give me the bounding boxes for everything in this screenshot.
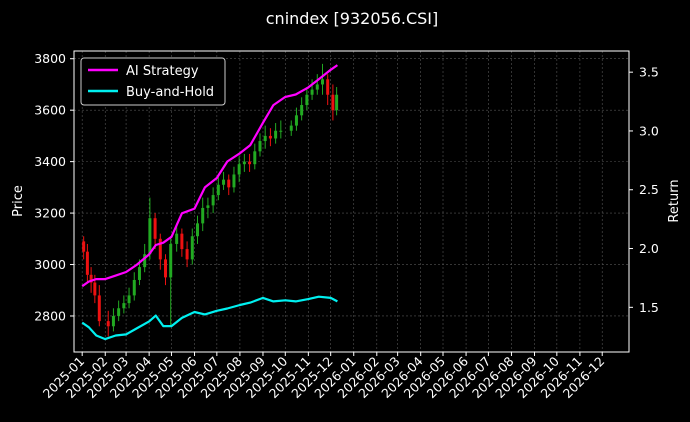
candle-body [263, 135, 267, 142]
candle-body [232, 174, 236, 188]
candle-body [85, 251, 89, 275]
candle-body [122, 303, 126, 309]
chart-title: cnindex [932056.CSI] [266, 9, 439, 28]
candle-body [310, 89, 314, 95]
candle-body [148, 218, 152, 255]
candle-body [164, 259, 168, 278]
candle-body [175, 233, 179, 244]
candle-body [106, 321, 110, 327]
y-right-tick-label: 2.0 [639, 241, 659, 256]
candle-body [315, 84, 319, 90]
ai-strategy-line [81, 64, 339, 288]
candle-body [320, 79, 324, 85]
y-left-tick-label: 2800 [34, 308, 66, 323]
y-axis-right: 1.5 2.0 2.5 3.0 3.5 [629, 65, 659, 315]
candle-body [253, 151, 257, 165]
candle-body [222, 179, 226, 185]
candle-body [335, 94, 339, 111]
candle-body [82, 241, 86, 252]
candle-body [127, 295, 131, 304]
legend-label-ai-strategy: AI Strategy [126, 64, 199, 79]
candle-body [132, 279, 136, 296]
candle-body [137, 267, 141, 280]
y-left-tick-label: 3800 [34, 51, 66, 66]
candle-body [190, 236, 194, 260]
candle-body [158, 238, 162, 260]
candle-body [258, 141, 262, 152]
buy-and-hold-line [81, 295, 338, 341]
plot-frame [73, 50, 630, 353]
candle-body [143, 254, 147, 268]
candle-body [93, 282, 97, 296]
y-right-tick-label: 3.5 [639, 65, 659, 80]
candle-body [268, 135, 272, 139]
candle-body [111, 315, 115, 327]
candle-body [180, 233, 184, 250]
legend-label-buy-and-hold: Buy-and-Hold [126, 85, 214, 100]
y-left-tick-label: 3400 [34, 154, 66, 169]
y-axis-left-label: Price [11, 185, 26, 217]
candle-body [195, 223, 199, 237]
candle-body [294, 115, 298, 126]
candle-body [216, 184, 220, 196]
y-left-tick-label: 3600 [34, 103, 66, 118]
y-right-tick-label: 3.0 [639, 123, 659, 138]
y-axis-left: 2800 3000 3200 3400 3600 3800 [34, 51, 74, 323]
candle-body [248, 161, 252, 165]
candle-body [227, 179, 231, 188]
candle-body [300, 105, 304, 116]
legend: AI Strategy Buy-and-Hold [80, 57, 226, 106]
candle-body [305, 94, 309, 106]
candle-body [274, 130, 278, 139]
candle-body [211, 195, 215, 206]
candle-body [242, 161, 246, 165]
candle-body [331, 94, 335, 111]
candle-body [117, 308, 121, 316]
y-axis-right-label: Return [667, 179, 682, 222]
candle-body [279, 130, 283, 132]
y-left-tick-label: 3200 [34, 206, 66, 221]
y-right-tick-label: 1.5 [639, 300, 659, 315]
candle-body [89, 274, 93, 283]
candle-body [206, 205, 210, 208]
candle-body [326, 79, 330, 95]
line-series [81, 64, 339, 341]
y-left-tick-label: 3000 [34, 257, 66, 272]
candle-body [169, 243, 173, 278]
candle-body [201, 207, 205, 224]
candle-body [289, 125, 293, 131]
candle-body [97, 295, 101, 322]
candle-body [185, 249, 189, 260]
y-right-tick-label: 2.5 [639, 182, 659, 197]
candle-body [153, 218, 157, 239]
candle-body [237, 164, 241, 175]
